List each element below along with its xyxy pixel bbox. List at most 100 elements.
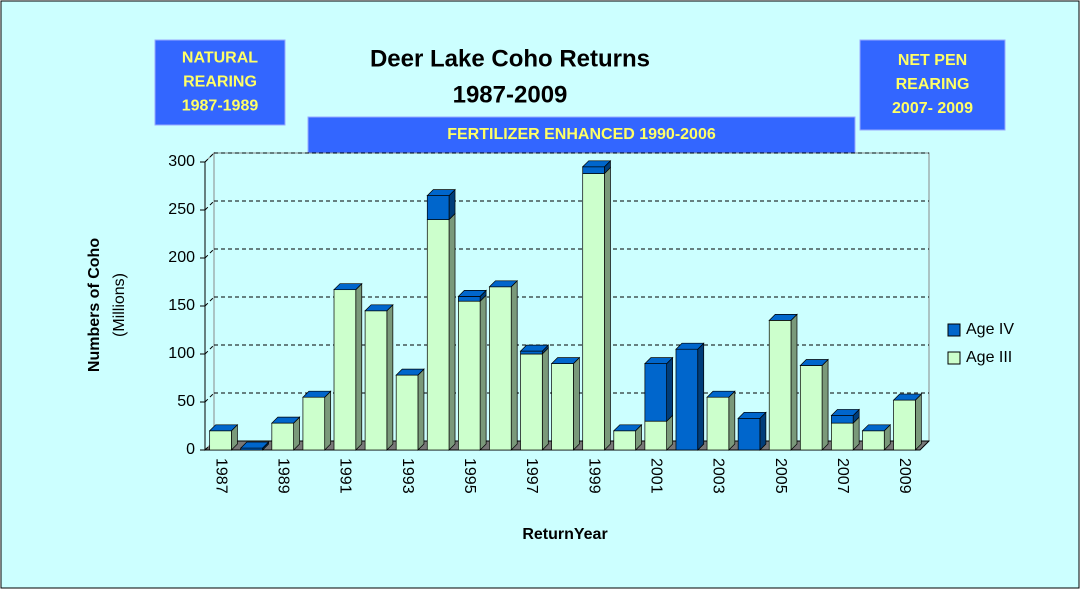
bar-side: [697, 342, 705, 451]
legend-swatch: [947, 323, 961, 337]
x-tick-label: 2007: [834, 458, 851, 494]
bar-side: [510, 279, 518, 451]
annotation-text: NET PEN: [898, 52, 967, 69]
bar-top: [644, 357, 674, 364]
x-tick-label: 1995: [461, 458, 478, 494]
bar: [426, 195, 450, 220]
bar-top: [208, 424, 239, 432]
y-tick-label: 150: [168, 297, 195, 314]
left-wall: [204, 151, 215, 452]
bar: [613, 430, 636, 451]
bar-side: [604, 166, 611, 451]
bar-side: [541, 347, 549, 451]
grid-line: [204, 296, 215, 307]
grid-line: [204, 392, 215, 403]
bar: [831, 422, 854, 451]
grid-line: [204, 248, 215, 259]
bar-top: [799, 359, 829, 366]
bar-side: [386, 303, 394, 451]
bar-side: [914, 393, 922, 451]
grid-line: [204, 344, 215, 355]
bar-top: [612, 424, 643, 432]
bar-top: [737, 411, 767, 419]
bar-top: [302, 390, 332, 398]
bar-side: [573, 356, 580, 451]
chart-title: Deer Lake Coho Returns: [370, 45, 650, 72]
annotation-text: NATURAL: [182, 50, 258, 67]
bar: [768, 320, 792, 451]
grid-line: [204, 200, 215, 211]
bar-top: [270, 416, 301, 424]
bar: [706, 396, 730, 451]
bar: [551, 363, 574, 451]
bar-side: [448, 212, 456, 451]
bar-top: [892, 393, 923, 401]
bar-top: [488, 280, 519, 288]
annotation-text: FERTILIZER ENHANCED 1990-2006: [447, 126, 716, 143]
x-tick-label: 2003: [710, 458, 727, 494]
bar-side: [479, 294, 487, 451]
bar-side: [790, 313, 798, 451]
bar-side: [355, 282, 363, 451]
bar-top: [550, 357, 581, 364]
bar: [644, 363, 667, 422]
annotation-box: [154, 39, 286, 126]
bar: [582, 166, 605, 174]
bar-side: [324, 390, 332, 451]
bar-top: [519, 344, 550, 352]
legend-label: Age IV: [966, 321, 1014, 338]
annotation-text: 1987-1989: [182, 98, 259, 115]
bar-top: [426, 189, 456, 196]
bar-top: [768, 314, 798, 321]
x-tick-label: 1997: [523, 458, 540, 494]
bar: [520, 353, 543, 451]
x-tick-label: 2009: [896, 458, 913, 494]
y-tick-label: 50: [177, 393, 195, 410]
bar-top: [364, 304, 394, 312]
bar-top: [395, 368, 425, 376]
annotation-text: REARING: [183, 74, 257, 91]
bar: [395, 374, 419, 451]
bar-side: [759, 411, 767, 451]
x-tick-label: 1991: [337, 458, 354, 494]
x-tick-label: 1987: [212, 458, 229, 494]
bar: [737, 417, 761, 451]
bar-top: [830, 409, 861, 416]
annotation-box: [307, 116, 856, 154]
bar-top: [706, 390, 736, 398]
bar: [644, 420, 667, 451]
bar-side: [417, 368, 425, 451]
y-tick-label: 0: [186, 441, 195, 458]
bar: [458, 296, 481, 302]
bar: [799, 365, 823, 451]
y-tick-label: 200: [168, 249, 195, 266]
bar: [209, 430, 232, 451]
chart-subtitle: 1987-2009: [453, 81, 568, 108]
bar: [893, 399, 916, 451]
legend-swatch: [947, 351, 961, 365]
legend-label: Age III: [966, 349, 1012, 366]
grid-line: [204, 152, 215, 163]
y-axis-label: Numbers of Coho: [86, 238, 103, 372]
x-axis-label: ReturnYear: [522, 526, 607, 543]
annotation-box: [859, 39, 1006, 131]
bar-top: [675, 342, 705, 350]
x-tick-label: 2005: [772, 458, 789, 494]
bar: [862, 430, 885, 451]
bar-top: [333, 283, 363, 291]
annotation-text: 2007- 2009: [892, 100, 973, 117]
bar: [582, 173, 605, 451]
annotation-text: REARING: [896, 76, 970, 93]
bar-top: [861, 424, 892, 432]
bar: [364, 310, 388, 451]
bar-side: [666, 356, 673, 423]
y-axis-sublabel: (Millions): [111, 273, 128, 337]
bar-top: [581, 160, 612, 168]
legend-box: [945, 315, 1075, 389]
bar: [333, 289, 357, 451]
y-tick-label: 250: [168, 201, 195, 218]
bar-top: [457, 290, 487, 297]
x-tick-label: 2001: [648, 458, 665, 494]
bar: [489, 286, 512, 451]
